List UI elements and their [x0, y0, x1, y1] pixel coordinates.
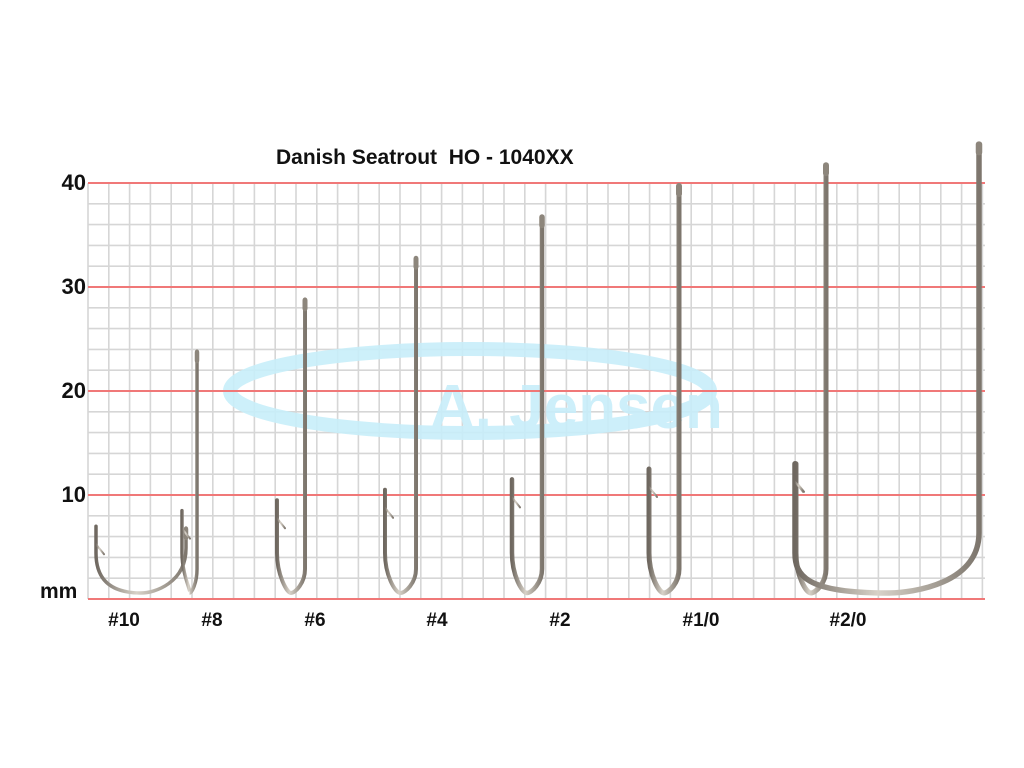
- y-tick-30: 30: [61, 274, 86, 299]
- x-tick-size-4: #4: [426, 610, 448, 631]
- x-tick-size-2: #2: [549, 610, 571, 631]
- chart-title: Danish Seatrout HO - 1040XX: [276, 146, 574, 169]
- x-tick-size-2-0: #2/0: [829, 610, 867, 631]
- y-tick-20: 20: [61, 378, 86, 403]
- major-grid: [88, 182, 985, 600]
- svg-text:A. Jensen: A. Jensen: [430, 373, 723, 442]
- hooks: [94, 141, 983, 596]
- x-tick-size-10: #10: [108, 610, 140, 631]
- x-tick-size-8: #8: [201, 610, 223, 631]
- hook-#6: [275, 301, 307, 596]
- x-tick-size-1-0: #1/0: [682, 610, 720, 631]
- y-unit-label: mm: [40, 580, 78, 603]
- hook-#8: [180, 353, 199, 595]
- y-tick-10: 10: [61, 482, 86, 507]
- x-tick-size-6: #6: [304, 610, 326, 631]
- y-tick-40: 40: [61, 170, 86, 195]
- hook-#2: [509, 217, 545, 596]
- hook-#4: [383, 259, 418, 596]
- hook-#1/0: [646, 186, 682, 596]
- hook-#2/0: [793, 165, 829, 596]
- hook-extra: [792, 144, 982, 596]
